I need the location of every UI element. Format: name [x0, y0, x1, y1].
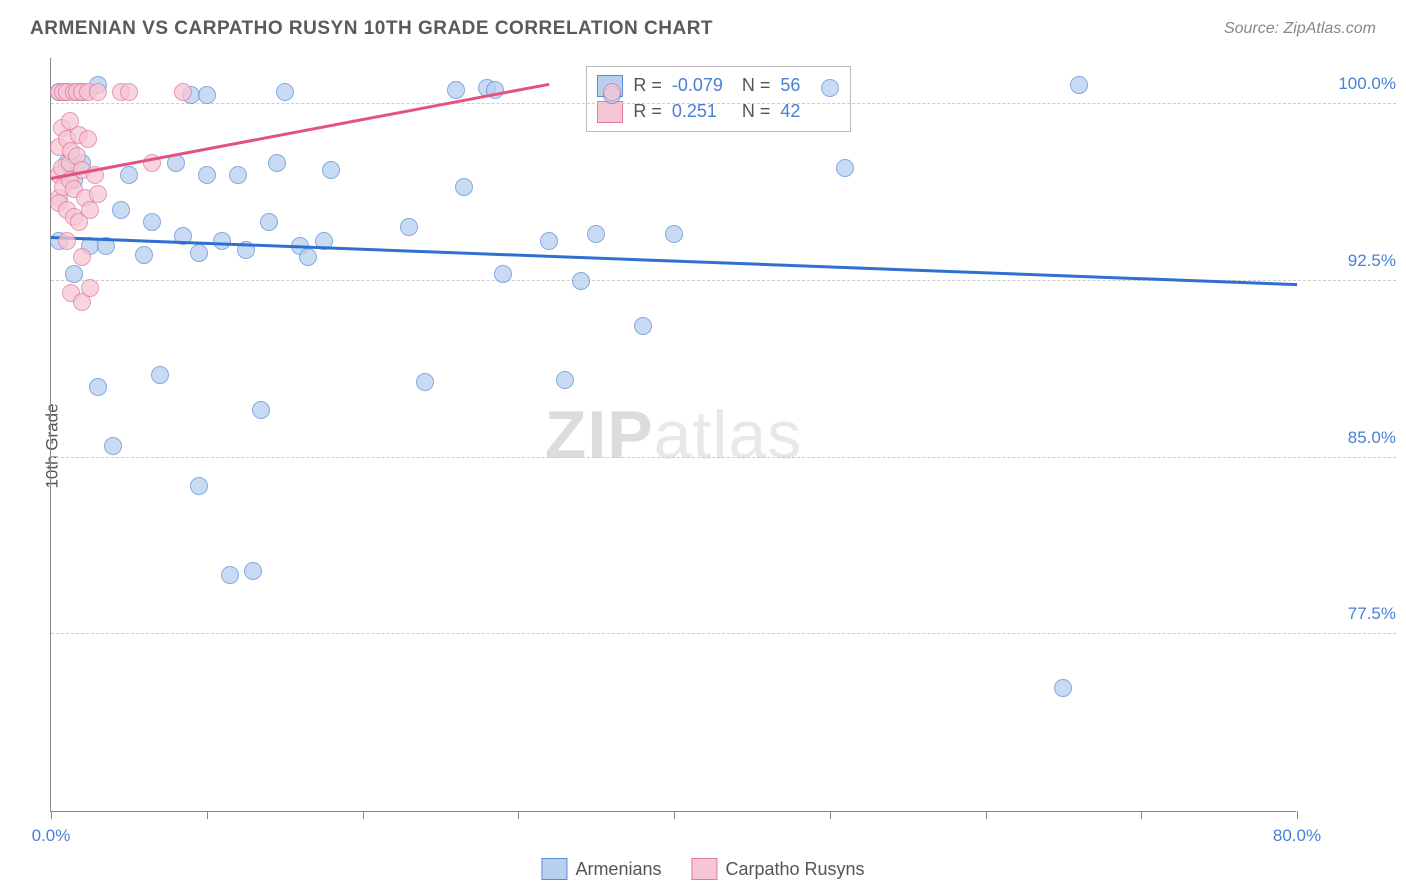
x-tick: [1297, 811, 1298, 819]
data-point: [190, 477, 208, 495]
data-point: [174, 83, 192, 101]
bottom-legend: Armenians Carpatho Rusyns: [541, 858, 864, 880]
data-point: [603, 83, 621, 101]
y-tick-label: 92.5%: [1306, 251, 1396, 271]
data-point: [89, 83, 107, 101]
data-point: [836, 159, 854, 177]
data-point: [89, 378, 107, 396]
y-tick-label: 77.5%: [1306, 604, 1396, 624]
r-label: R =: [633, 101, 662, 122]
chart-title: ARMENIAN VS CARPATHO RUSYN 10TH GRADE CO…: [30, 18, 713, 40]
data-point: [416, 373, 434, 391]
data-point: [572, 272, 590, 290]
x-tick: [518, 811, 519, 819]
data-point: [299, 248, 317, 266]
x-tick: [986, 811, 987, 819]
data-point: [89, 185, 107, 203]
data-point: [1070, 76, 1088, 94]
data-point: [213, 232, 231, 250]
y-tick-label: 100.0%: [1306, 74, 1396, 94]
legend-swatch: [691, 858, 717, 880]
data-point: [260, 213, 278, 231]
data-point: [1054, 679, 1072, 697]
source-text: Source: ZipAtlas.com: [1224, 20, 1376, 38]
correlation-stats-box: R =-0.079N =56R =0.251N =42: [586, 66, 851, 132]
data-point: [135, 246, 153, 264]
r-label: R =: [633, 75, 662, 96]
x-tick-label: 0.0%: [32, 826, 71, 846]
gridline-h: [51, 633, 1396, 634]
stats-row: R =-0.079N =56: [597, 73, 840, 99]
x-tick: [674, 811, 675, 819]
data-point: [151, 366, 169, 384]
data-point: [190, 244, 208, 262]
legend-item: Carpatho Rusyns: [691, 858, 864, 880]
data-point: [322, 161, 340, 179]
x-tick-label: 80.0%: [1273, 826, 1321, 846]
x-tick: [51, 811, 52, 819]
n-label: N =: [742, 101, 771, 122]
gridline-h: [51, 457, 1396, 458]
data-point: [143, 213, 161, 231]
data-point: [198, 86, 216, 104]
data-point: [79, 130, 97, 148]
watermark-text: ZIPatlas: [545, 396, 802, 474]
legend-swatch: [541, 858, 567, 880]
data-point: [120, 166, 138, 184]
data-point: [494, 265, 512, 283]
n-value: 42: [780, 101, 840, 122]
legend-item: Armenians: [541, 858, 661, 880]
data-point: [73, 248, 91, 266]
x-tick: [1141, 811, 1142, 819]
data-point: [244, 562, 262, 580]
data-point: [120, 83, 138, 101]
data-point: [81, 201, 99, 219]
data-point: [198, 166, 216, 184]
data-point: [821, 79, 839, 97]
r-value: 0.251: [672, 101, 732, 122]
data-point: [252, 401, 270, 419]
data-point: [665, 225, 683, 243]
data-point: [276, 83, 294, 101]
data-point: [112, 201, 130, 219]
data-point: [221, 566, 239, 584]
n-label: N =: [742, 75, 771, 96]
data-point: [540, 232, 558, 250]
x-tick: [830, 811, 831, 819]
data-point: [400, 218, 418, 236]
data-point: [587, 225, 605, 243]
data-point: [58, 232, 76, 250]
data-point: [556, 371, 574, 389]
data-point: [65, 265, 83, 283]
x-tick: [363, 811, 364, 819]
legend-label: Armenians: [575, 859, 661, 880]
y-tick-label: 85.0%: [1306, 428, 1396, 448]
x-tick: [207, 811, 208, 819]
data-point: [634, 317, 652, 335]
trend-line: [51, 236, 1297, 286]
r-value: -0.079: [672, 75, 732, 96]
data-point: [447, 81, 465, 99]
data-point: [455, 178, 473, 196]
data-point: [268, 154, 286, 172]
gridline-h: [51, 103, 1396, 104]
data-point: [104, 437, 122, 455]
data-point: [229, 166, 247, 184]
chart-plot-area: ZIPatlas R =-0.079N =56R =0.251N =42 77.…: [50, 58, 1296, 812]
legend-label: Carpatho Rusyns: [725, 859, 864, 880]
data-point: [81, 279, 99, 297]
